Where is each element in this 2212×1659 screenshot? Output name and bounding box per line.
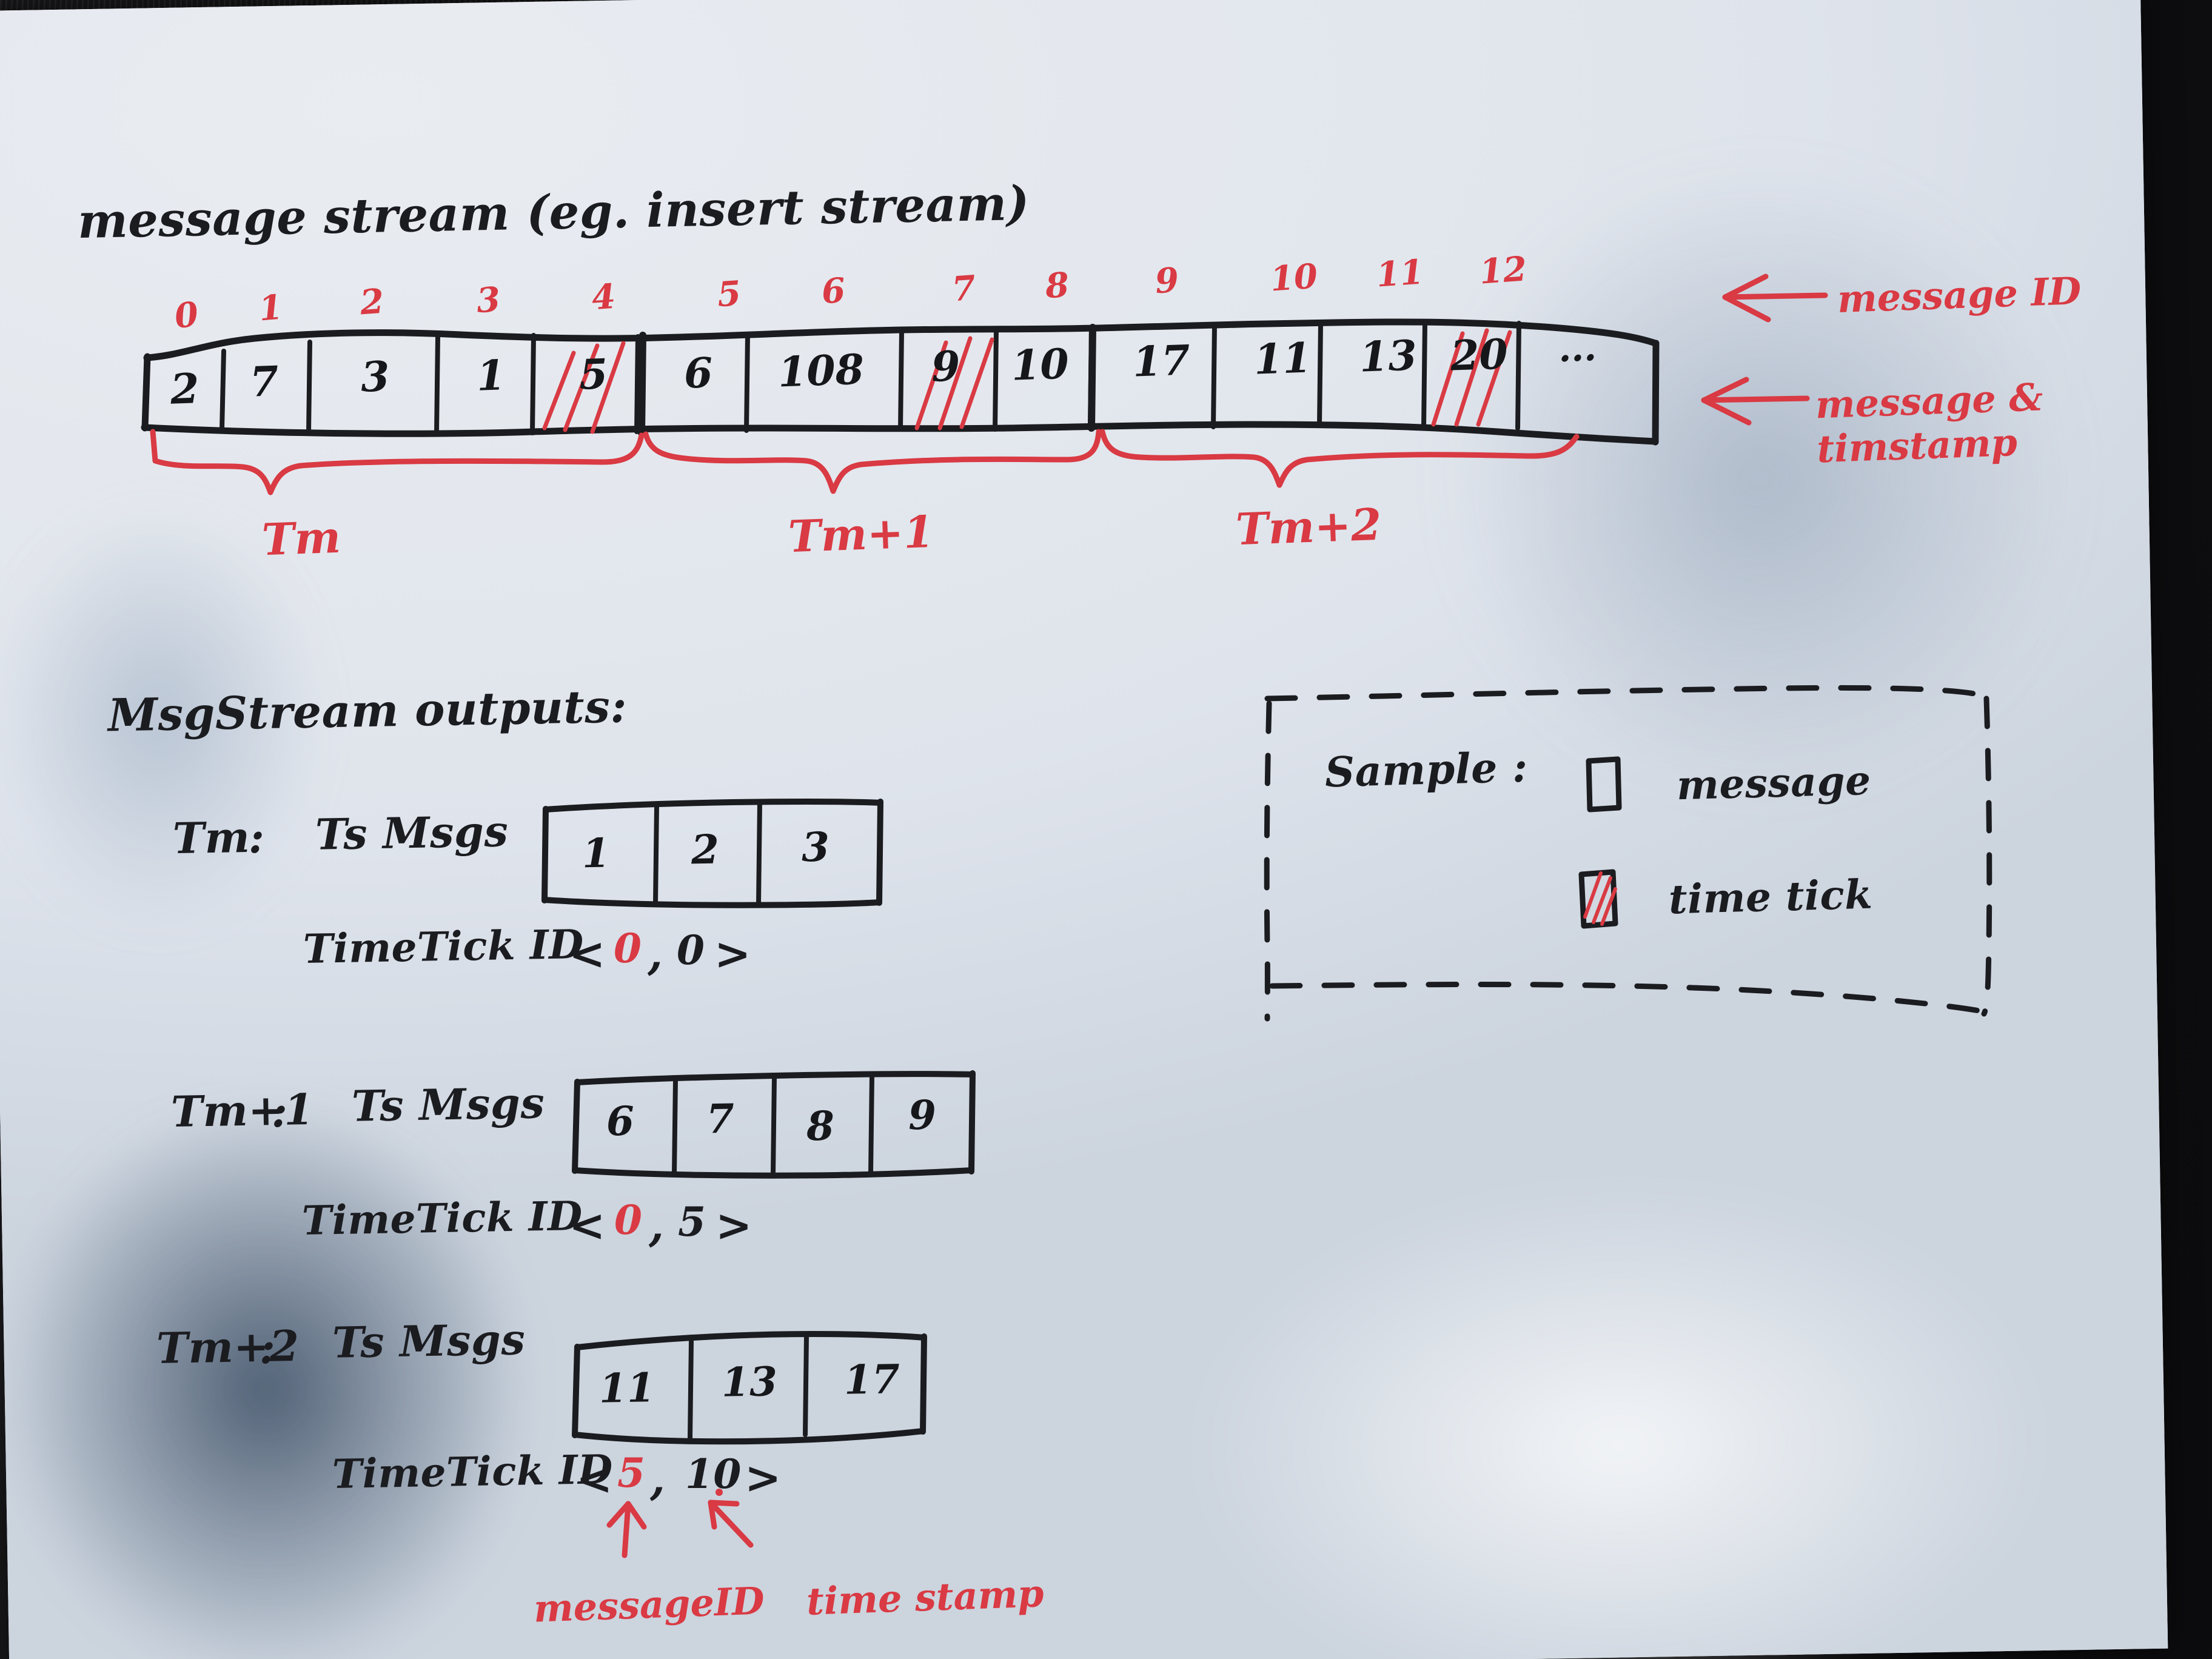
paper-highlight-bottom-right [1067,1102,2170,1659]
paper-shadow-bottom-left [0,1019,605,1659]
paper-highlight-top-right [1329,47,2192,910]
paper-shadow-mid-left [0,441,374,994]
